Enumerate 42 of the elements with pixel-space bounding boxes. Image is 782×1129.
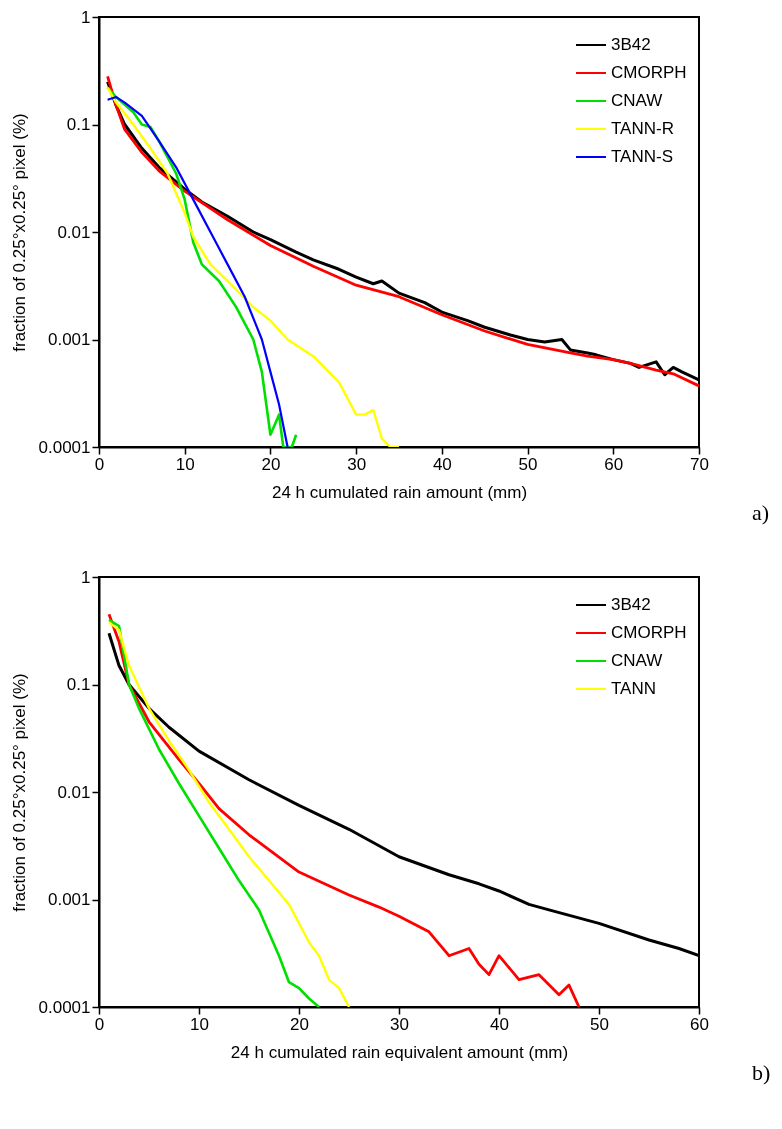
text: a) [752,500,770,526]
legend-label: 3B42 [611,35,651,54]
legend-label: TANN [611,679,657,698]
y-tick-label: 0.001 [47,890,91,909]
x-axis-title: 24 h cumulated rain amount (mm) [271,482,528,502]
x-axis-title: 24 h cumulated rain equivalent amount (mm) [230,1042,569,1062]
text: b) [752,1060,771,1086]
y-tick-label: 0.01 [57,222,91,242]
legend-label: TANN-S [611,147,674,166]
x-tick-label: 50 [518,454,538,474]
legend-label: CMORPH [611,623,687,642]
legend-label: CMORPH [611,63,687,82]
legend-label: TANN-R [611,119,674,138]
x-tick-label: 0 [94,454,105,474]
legend-label: CNAW [611,651,663,670]
legend-label: 3B42 [611,595,651,614]
y-tick-label: 0.1 [66,675,91,694]
x-tick-label: 10 [175,454,195,474]
y-tick-label: 1 [81,7,91,27]
y-tick-label: 0.001 [47,330,91,349]
y-tick-label: 0.01 [57,782,91,802]
y-tick-label: 0.0001 [38,437,91,457]
x-tick-label: 60 [690,1014,709,1034]
x-tick-label: 30 [347,454,367,474]
x-tick-label: 10 [190,1014,209,1034]
x-tick-label: 20 [290,1014,309,1034]
x-tick-label: 40 [490,1014,509,1034]
y-axis-title: fraction of 0.25°x0.25° pixel (%) [9,113,29,352]
x-tick-label: 0 [94,1014,105,1034]
x-tick-label: 50 [590,1014,609,1034]
x-tick-label: 20 [261,454,281,474]
x-tick-label: 60 [604,454,624,474]
line-series [106,86,401,447]
y-tick-label: 1 [81,567,91,587]
legend-label: CNAW [611,91,663,110]
y-tick-label: 0.0001 [38,997,91,1017]
y-axis-title: fraction of 0.25°x0.25° pixel (%) [9,673,29,912]
x-tick-label: 30 [390,1014,409,1034]
x-tick-label: 40 [432,454,452,474]
y-tick-label: 0.1 [66,115,91,134]
x-tick-label: 70 [690,454,709,474]
line-series [107,612,581,1007]
